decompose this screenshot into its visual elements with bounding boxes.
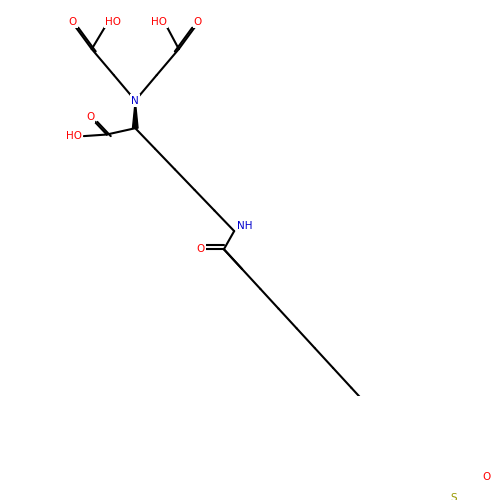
Text: HO: HO bbox=[105, 17, 121, 27]
Text: N: N bbox=[132, 96, 139, 106]
Text: O: O bbox=[68, 17, 77, 27]
Text: O: O bbox=[86, 112, 94, 122]
Text: S: S bbox=[451, 493, 458, 500]
Text: NH: NH bbox=[236, 222, 252, 232]
Text: HO: HO bbox=[66, 131, 82, 141]
Text: O: O bbox=[482, 472, 491, 482]
Text: HO: HO bbox=[151, 17, 167, 27]
Text: O: O bbox=[197, 244, 205, 254]
Text: O: O bbox=[194, 17, 202, 27]
Polygon shape bbox=[132, 100, 138, 128]
